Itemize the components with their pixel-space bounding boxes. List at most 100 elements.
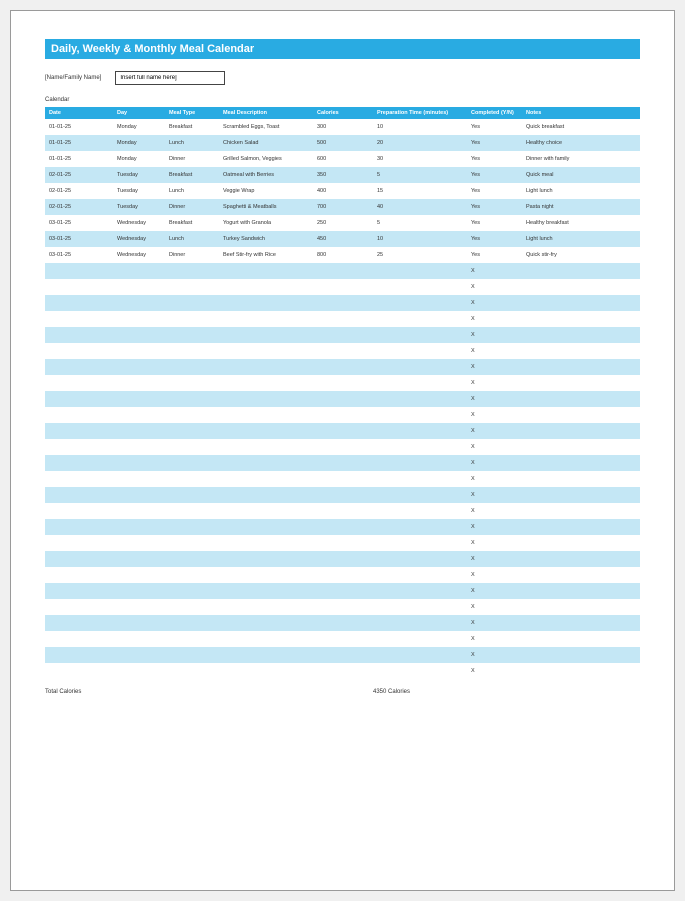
empty-cell xyxy=(313,535,373,551)
empty-cell xyxy=(113,535,165,551)
empty-cell xyxy=(373,631,467,647)
empty-cell xyxy=(165,519,219,535)
empty-cell: X xyxy=(467,487,522,503)
empty-cell xyxy=(113,391,165,407)
cell-cal: 250 xyxy=(313,215,373,231)
cell-comp: Yes xyxy=(467,119,522,135)
table-row-empty: X xyxy=(45,359,640,375)
empty-cell xyxy=(219,487,313,503)
cell-day: Tuesday xyxy=(113,167,165,183)
empty-cell xyxy=(373,391,467,407)
empty-cell xyxy=(113,503,165,519)
cell-type: Lunch xyxy=(165,231,219,247)
empty-cell xyxy=(45,663,113,679)
cell-cal: 450 xyxy=(313,231,373,247)
empty-cell xyxy=(313,343,373,359)
footer-label: Total Calories xyxy=(45,689,373,695)
empty-cell xyxy=(313,279,373,295)
empty-cell: X xyxy=(467,375,522,391)
empty-cell xyxy=(113,423,165,439)
empty-cell xyxy=(522,327,640,343)
empty-cell xyxy=(219,503,313,519)
cell-notes: Healthy breakfast xyxy=(522,215,640,231)
table-row-empty: X xyxy=(45,391,640,407)
cell-day: Monday xyxy=(113,135,165,151)
cell-desc: Scrambled Eggs, Toast xyxy=(219,119,313,135)
cell-type: Breakfast xyxy=(165,215,219,231)
name-input[interactable] xyxy=(115,71,225,85)
empty-cell: X xyxy=(467,455,522,471)
cell-desc: Chicken Salad xyxy=(219,135,313,151)
empty-cell xyxy=(373,263,467,279)
empty-cell: X xyxy=(467,279,522,295)
empty-cell xyxy=(522,311,640,327)
table-row: 01-01-25MondayBreakfastScrambled Eggs, T… xyxy=(45,119,640,135)
empty-cell xyxy=(45,567,113,583)
empty-cell xyxy=(522,631,640,647)
empty-cell: X xyxy=(467,359,522,375)
empty-cell: X xyxy=(467,519,522,535)
cell-type: Lunch xyxy=(165,183,219,199)
empty-cell xyxy=(373,647,467,663)
empty-cell xyxy=(45,279,113,295)
empty-cell xyxy=(373,519,467,535)
table-row-empty: X xyxy=(45,615,640,631)
cell-day: Wednesday xyxy=(113,247,165,263)
empty-cell xyxy=(522,583,640,599)
name-row: [Name/Family Name] xyxy=(45,71,640,85)
empty-cell xyxy=(522,567,640,583)
empty-cell xyxy=(522,359,640,375)
cell-notes: Light lunch xyxy=(522,183,640,199)
empty-cell xyxy=(313,583,373,599)
table-row: 01-01-25MondayLunchChicken Salad50020Yes… xyxy=(45,135,640,151)
empty-cell xyxy=(45,455,113,471)
empty-cell xyxy=(113,567,165,583)
empty-cell xyxy=(219,647,313,663)
table-row-empty: X xyxy=(45,631,640,647)
empty-cell xyxy=(113,295,165,311)
empty-cell xyxy=(373,407,467,423)
empty-cell xyxy=(219,663,313,679)
cell-notes: Quick stir-fry xyxy=(522,247,640,263)
table-row-empty: X xyxy=(45,375,640,391)
cell-cal: 600 xyxy=(313,151,373,167)
empty-cell: X xyxy=(467,647,522,663)
empty-cell xyxy=(373,487,467,503)
cell-desc: Grilled Salmon, Veggies xyxy=(219,151,313,167)
table-header-row: Date Day Meal Type Meal Description Calo… xyxy=(45,107,640,119)
table-row-empty: X xyxy=(45,599,640,615)
col-cal: Calories xyxy=(313,107,373,119)
empty-cell xyxy=(165,487,219,503)
empty-cell xyxy=(313,519,373,535)
cell-desc: Beef Stir-fry with Rice xyxy=(219,247,313,263)
empty-cell xyxy=(522,343,640,359)
table-row-empty: X xyxy=(45,439,640,455)
cell-notes: Quick breakfast xyxy=(522,119,640,135)
empty-cell xyxy=(219,311,313,327)
cell-prep: 10 xyxy=(373,119,467,135)
cell-notes: Healthy choice xyxy=(522,135,640,151)
empty-cell xyxy=(165,551,219,567)
empty-cell xyxy=(313,487,373,503)
empty-cell xyxy=(373,503,467,519)
empty-cell xyxy=(165,567,219,583)
empty-cell xyxy=(45,503,113,519)
empty-cell xyxy=(219,439,313,455)
empty-cell xyxy=(219,471,313,487)
empty-cell xyxy=(522,471,640,487)
empty-cell xyxy=(113,663,165,679)
empty-cell xyxy=(373,359,467,375)
cell-type: Dinner xyxy=(165,247,219,263)
empty-cell xyxy=(373,343,467,359)
cell-date: 02-01-25 xyxy=(45,167,113,183)
empty-cell xyxy=(45,583,113,599)
empty-cell xyxy=(522,407,640,423)
cell-comp: Yes xyxy=(467,135,522,151)
empty-cell: X xyxy=(467,503,522,519)
table-row-empty: X xyxy=(45,407,640,423)
meal-table: Date Day Meal Type Meal Description Calo… xyxy=(45,107,640,679)
table-row-empty: X xyxy=(45,327,640,343)
cell-cal: 300 xyxy=(313,119,373,135)
page-title-bar: Daily, Weekly & Monthly Meal Calendar xyxy=(45,39,640,59)
empty-cell xyxy=(113,647,165,663)
